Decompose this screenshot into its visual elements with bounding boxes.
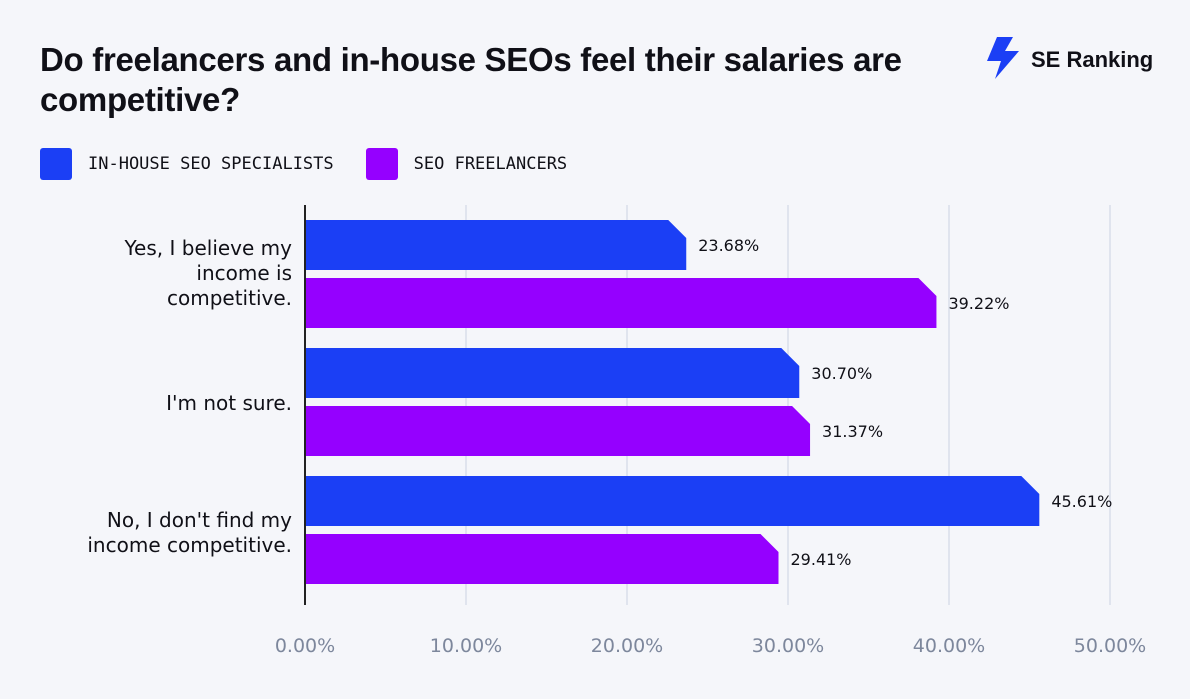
bar-freelancers-1 xyxy=(305,406,811,456)
data-label-freelancers-1: 31.37% xyxy=(822,422,883,441)
data-label-inhouse-0: 23.68% xyxy=(698,236,759,255)
x-tick-label-0: 0.00% xyxy=(275,635,335,657)
legend-item-inhouse: IN-HOUSE SEO SPECIALISTS xyxy=(40,148,334,180)
x-tick-label-20: 20.00% xyxy=(591,635,663,657)
x-tick-label-10: 10.00% xyxy=(430,635,502,657)
brand-logo: SE Ranking xyxy=(985,37,1154,83)
bar-inhouse-1 xyxy=(305,348,800,398)
bar-freelancers-2 xyxy=(305,534,779,584)
chart-legend: IN-HOUSE SEO SPECIALISTS SEO FREELANCERS xyxy=(40,148,599,180)
category-label-yes: Yes, I believe my income is competitive. xyxy=(124,236,293,310)
brand-name: SE Ranking xyxy=(1031,47,1154,72)
bar-freelancers-0 xyxy=(305,278,937,328)
category-label-not-sure: I'm not sure. xyxy=(166,391,292,415)
chart-title: Do freelancers and in-house SEOs feel th… xyxy=(40,41,902,118)
legend-label-freelancers: SEO FREELANCERS xyxy=(413,154,568,174)
bar-inhouse-2 xyxy=(305,476,1040,526)
x-tick-label-30: 30.00% xyxy=(752,635,824,657)
category-label-no: No, I don't find my income competitive. xyxy=(87,508,292,557)
se-ranking-bolt-icon xyxy=(985,37,1021,83)
legend-swatch-freelancers xyxy=(365,148,398,180)
legend-swatch-inhouse xyxy=(40,148,72,180)
x-tick-label-40: 40.00% xyxy=(913,635,985,657)
data-label-freelancers-0: 39.22% xyxy=(948,294,1009,313)
data-label-inhouse-1: 30.70% xyxy=(811,364,872,383)
x-tick-label-50: 50.00% xyxy=(1074,635,1146,657)
legend-item-freelancers: SEO FREELANCERS xyxy=(365,148,568,180)
data-label-freelancers-2: 29.41% xyxy=(791,550,852,569)
legend-label-inhouse: IN-HOUSE SEO SPECIALISTS xyxy=(88,154,334,174)
data-label-inhouse-2: 45.61% xyxy=(1051,492,1112,511)
bar-inhouse-0 xyxy=(305,220,687,270)
